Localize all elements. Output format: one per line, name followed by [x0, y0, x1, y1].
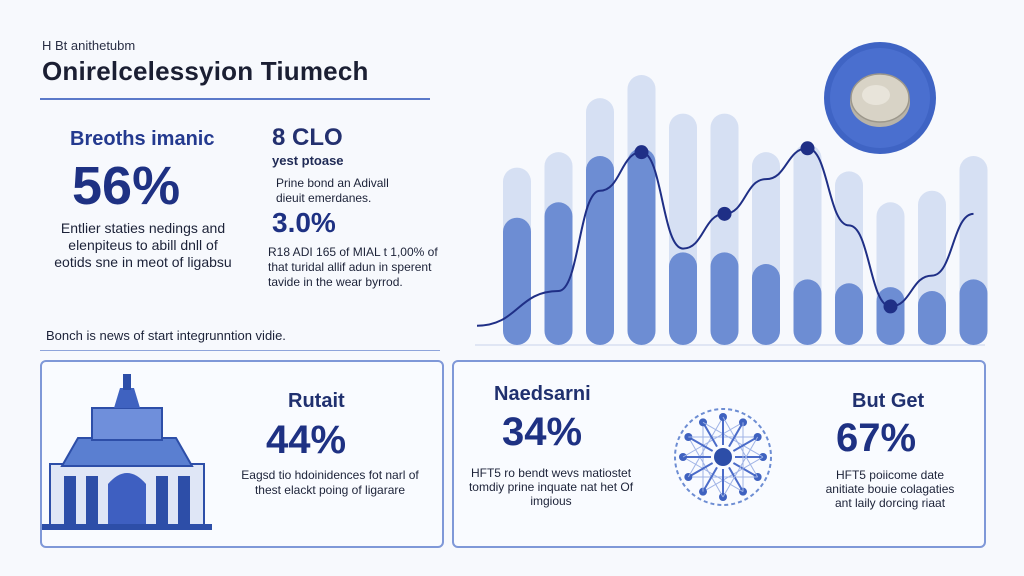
- card2-value: 34%: [502, 410, 583, 454]
- bar-front-6: [710, 252, 739, 345]
- stat1-description: Entlier staties nedings and elenpiteus t…: [54, 220, 232, 270]
- bar-front-11: [918, 291, 946, 345]
- card2-label: Naedsarni: [494, 383, 591, 405]
- bar-front-8: [793, 279, 822, 345]
- section-divider: [40, 350, 440, 351]
- stat3-description: R18 ADI 165 of MIAL t 1,00% of that turi…: [268, 245, 438, 289]
- network-star-icon: [674, 408, 772, 506]
- card2-description: HFT5 ro bendt wevs matiostet tomdiy prin…: [468, 466, 634, 508]
- stat3-value: 3.0%: [272, 207, 336, 238]
- bar-line-chart: [475, 42, 988, 346]
- bar-front-4: [627, 148, 656, 345]
- card3-description: HFT5 poiicome date anitiate bouie colaga…: [825, 468, 955, 510]
- stat1-label: Breoths imanic: [70, 128, 215, 150]
- line-marker-8: [800, 141, 815, 156]
- line-marker-6: [717, 206, 732, 221]
- stat2-subheading: yest ptoase: [272, 153, 344, 168]
- stat2-heading: 8 CLO: [272, 124, 343, 151]
- page-kicker: H Bt anithetubm: [42, 38, 136, 53]
- card1-value: 44%: [266, 418, 347, 462]
- line-marker-10: [883, 299, 898, 314]
- stat1-value: 56%: [72, 156, 181, 216]
- card3-label: But Get: [852, 390, 925, 412]
- page-title: Onirelcelessyion Tiumech: [42, 56, 369, 86]
- bar-front-7: [752, 264, 780, 345]
- bar-front-5: [669, 252, 697, 345]
- stat2-description: Prine bond an Adivall dieuit emerdanes.: [276, 176, 389, 205]
- card1-description: Eagsd tio hdoinidences fot narl of thest…: [241, 468, 419, 497]
- title-divider: [40, 98, 430, 100]
- line-marker-4: [634, 145, 649, 160]
- bar-front-3: [586, 156, 614, 345]
- bar-front-9: [835, 283, 863, 345]
- bar-front-2: [544, 202, 573, 345]
- card1-label: Rutait: [288, 390, 345, 412]
- bar-front-10: [876, 287, 905, 345]
- section-note: Bonch is news of start integrunntion vid…: [46, 328, 286, 343]
- coin-icon: [824, 42, 936, 154]
- bar-front-1: [503, 217, 531, 345]
- card3-value: 67%: [836, 416, 917, 460]
- bar-front-12: [959, 279, 988, 345]
- building-icon: [42, 374, 212, 530]
